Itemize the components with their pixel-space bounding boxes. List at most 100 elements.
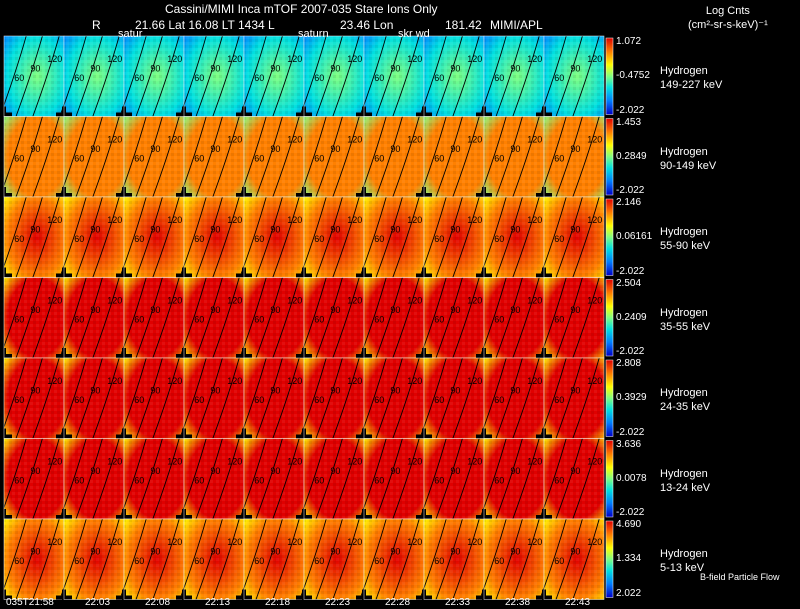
contour-label: 120 [527, 215, 542, 225]
sky-image-panel: 120 90 60 [56, 116, 125, 203]
contour-label: 120 [287, 215, 302, 225]
contour-label: 120 [407, 295, 422, 305]
contour-label: 60 [374, 556, 384, 566]
contour-label: 120 [227, 134, 242, 144]
contour-label: 90 [30, 546, 40, 556]
colorbar-max-label: 2.146 [616, 197, 642, 208]
contour-label: 60 [74, 556, 84, 566]
contour-label: 90 [30, 144, 40, 154]
contour-label: 90 [210, 546, 220, 556]
contour-line [135, 357, 163, 439]
channel-energy-label: 24-35 keV [660, 401, 711, 413]
contour-label: 90 [90, 224, 100, 234]
contour-label: 60 [194, 395, 204, 405]
contour-label: 60 [554, 315, 564, 325]
channel-species-label: Hydrogen [660, 467, 708, 480]
sky-image-panel: 120 90 60 [116, 357, 185, 445]
contour-label: 90 [510, 466, 520, 476]
sky-image-panel: 120 90 60 [536, 35, 605, 123]
channel-energy-label: 90-149 keV [660, 159, 717, 172]
contour-label: 90 [30, 466, 40, 476]
contour-label: 60 [374, 315, 384, 325]
contour-label: 90 [210, 224, 220, 234]
contour-line [32, 518, 60, 600]
header: Cassini/MIMI Inca mTOF 2007-035 Stare Io… [0, 0, 800, 40]
contour-label: 90 [270, 305, 280, 315]
colorbar-min-label: -2.022 [616, 346, 645, 357]
contour-label: 120 [467, 537, 482, 547]
overlay-label: saturn [298, 28, 329, 40]
contour-label: 120 [407, 134, 422, 144]
contour-line [212, 518, 240, 600]
contour-line [572, 357, 600, 439]
contour-line [255, 518, 283, 600]
contour-label: 60 [14, 315, 24, 325]
contour-label: 90 [390, 144, 400, 154]
contour-line [555, 277, 583, 359]
contour-label: 90 [150, 144, 160, 154]
sky-image-panel: 120 90 60 [416, 116, 485, 203]
contour-label: 90 [510, 305, 520, 315]
contour-line [272, 196, 300, 278]
contour-line [15, 277, 43, 359]
sky-image-panel: 120 90 60 [116, 35, 185, 123]
contour-line [572, 116, 600, 198]
contour-line [332, 277, 360, 359]
contour-line [315, 438, 343, 520]
contour-label: 120 [167, 134, 182, 144]
sky-image-panel: 120 90 60 [236, 116, 305, 203]
flow-label: B-field Particle Flow [700, 572, 780, 582]
sky-image-panel: 120 90 60 [116, 518, 185, 606]
contour-line [195, 438, 223, 520]
contour-label: 60 [74, 315, 84, 325]
legend-title: Log Cnts (cm²-sr-s-keV)⁻¹ [688, 4, 768, 32]
org-label: MIMI/APL [490, 18, 543, 32]
sky-image-panel: 120 90 60 [176, 518, 245, 606]
sky-image-panel: 120 90 60 [356, 518, 425, 606]
colorbar [605, 440, 614, 518]
contour-label: 120 [587, 295, 602, 305]
contour-line [75, 518, 103, 600]
contour-label: 60 [494, 556, 504, 566]
sky-image-panel: 120 90 60 [416, 357, 485, 445]
contour-label: 120 [347, 134, 362, 144]
sky-image-panel: 120 90 60 [356, 116, 425, 203]
contour-line [495, 518, 523, 600]
contour-label: 120 [587, 537, 602, 547]
contour-line [495, 116, 523, 198]
contour-line [255, 116, 283, 198]
contour-label: 90 [450, 224, 460, 234]
colorbar [605, 198, 614, 276]
contour-label: 120 [167, 537, 182, 547]
contour-label: 90 [30, 63, 40, 73]
contour-label: 60 [554, 556, 564, 566]
contour-line [375, 116, 403, 198]
contour-label: 120 [47, 54, 62, 64]
contour-label: 90 [330, 63, 340, 73]
contour-line [195, 357, 223, 439]
contour-label: 60 [374, 395, 384, 405]
time-tick-label: 22:43 [565, 597, 591, 608]
contour-line [512, 196, 540, 278]
contour-label: 120 [287, 537, 302, 547]
contour-line [332, 357, 360, 439]
sky-image-panel: 120 90 60 [176, 35, 245, 123]
contour-line [555, 116, 583, 198]
contour-label: 60 [254, 73, 264, 83]
contour-line [332, 518, 360, 600]
colorbar-min-label: -2.022 [616, 507, 645, 518]
contour-line [435, 35, 463, 117]
sky-image-panel: 120 90 60 [296, 438, 365, 525]
contour-label: 90 [570, 224, 580, 234]
contour-label: 60 [134, 73, 144, 83]
contour-label: 90 [150, 466, 160, 476]
contour-label: 90 [510, 63, 520, 73]
contour-label: 120 [47, 456, 62, 466]
contour-label: 60 [494, 476, 504, 486]
contour-line [255, 35, 283, 117]
sky-image-panel: 120 90 60 [296, 196, 365, 284]
contour-label: 90 [390, 305, 400, 315]
contour-line [375, 35, 403, 117]
contour-label: 120 [527, 295, 542, 305]
